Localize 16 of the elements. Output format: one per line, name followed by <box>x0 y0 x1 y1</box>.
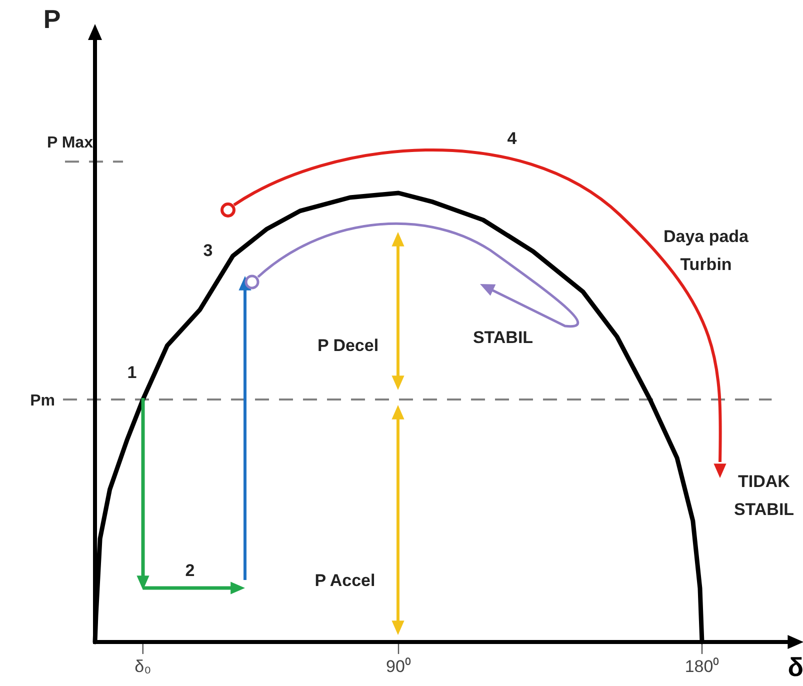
annotation: 3 <box>203 241 213 260</box>
annotation: Daya pada Turbin <box>663 227 750 274</box>
text: P <box>43 4 61 34</box>
ref-line-label: Pm <box>30 392 55 410</box>
annotation: TIDAK STABIL <box>734 472 794 519</box>
x-tick-label: 90⁰ <box>386 657 411 676</box>
ref-line-label: P Max <box>47 134 94 152</box>
x-axis-title: δ <box>788 652 803 682</box>
annotation: 2 <box>185 561 195 580</box>
x-tick-label: δ₀ <box>134 657 152 676</box>
annotation: P Accel <box>314 571 376 590</box>
annotation: P Decel <box>317 336 379 355</box>
annotation: 1 <box>127 363 137 382</box>
text: 4 <box>507 129 518 148</box>
annotation: STABIL <box>472 328 534 347</box>
x-tick-label: 180⁰ <box>684 657 720 676</box>
